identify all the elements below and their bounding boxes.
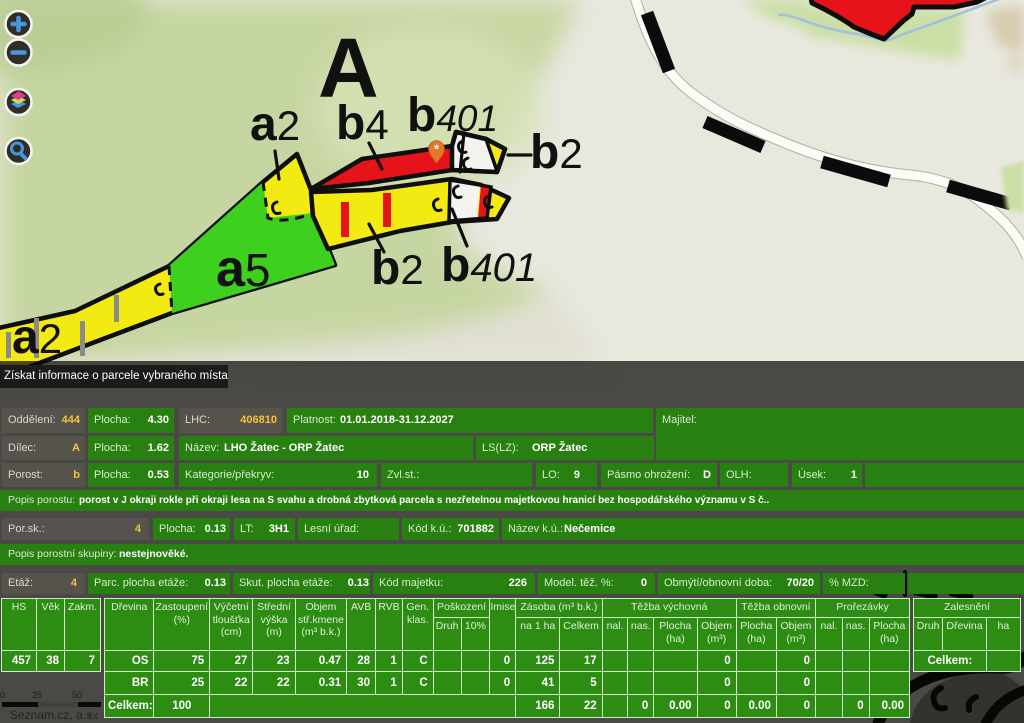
svg-text:a2: a2 [250, 98, 300, 151]
svg-text:A: A [318, 21, 379, 115]
svg-text:a2: a2 [12, 311, 62, 364]
svg-text:a5: a5 [216, 240, 271, 298]
svg-text:b401: b401 [441, 239, 537, 292]
svg-text:b4: b4 [336, 97, 389, 150]
svg-text:*: * [434, 142, 440, 157]
svg-text:b2: b2 [371, 242, 424, 295]
svg-text:b401: b401 [407, 89, 498, 142]
svg-text:b2: b2 [530, 126, 583, 179]
